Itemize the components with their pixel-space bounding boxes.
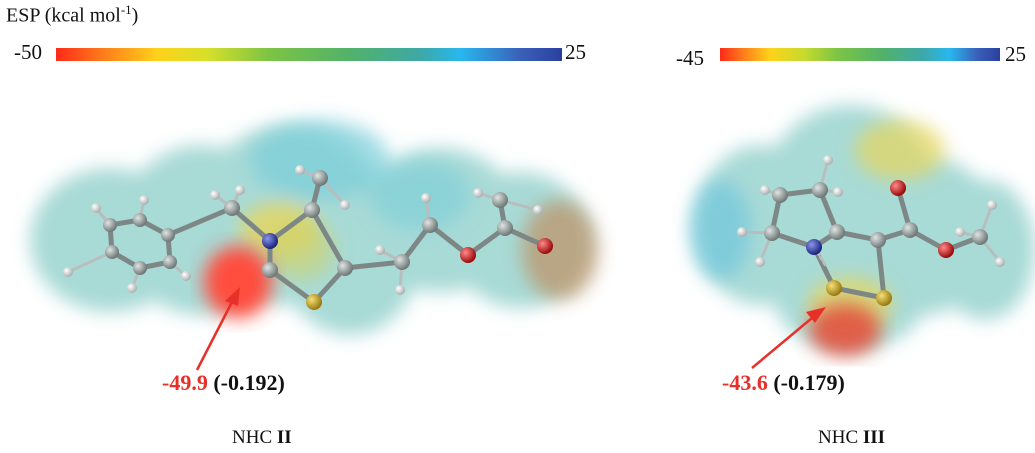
scale-left-max: 25: [565, 40, 586, 64]
molecule-name-right-prefix: NHC: [818, 427, 859, 448]
esp-min-value-right: -43.6: [722, 370, 768, 395]
colorbar-right: [720, 48, 1000, 61]
arrow-left: [195, 287, 240, 371]
molecule-left-atoms: [63, 165, 553, 310]
molecule-name-right: NHC III: [818, 427, 885, 449]
molecule-right-atoms: [737, 155, 1005, 306]
scale-right-max: 25: [1005, 42, 1026, 66]
esp-label-right: -43.6 (-0.179): [722, 370, 845, 396]
colorbar-left: [56, 48, 562, 61]
molecule-name-right-number: III: [862, 427, 886, 448]
colorbar-title-superscript: -1: [120, 2, 132, 17]
arrow-right: [751, 307, 826, 369]
molecule-name-left-prefix: NHC: [232, 427, 273, 448]
charge-value-left: (-0.192): [213, 370, 285, 395]
esp-label-left: -49.9 (-0.192): [162, 370, 285, 396]
esp-min-value-left: -49.9: [162, 370, 208, 395]
colorbar-title: ESP (kcal mol-1): [6, 2, 138, 28]
molecule-name-left: NHC II: [232, 427, 292, 449]
colorbar-title-close: ): [131, 4, 139, 27]
scale-left-min: -50: [14, 40, 42, 64]
charge-value-right: (-0.179): [773, 370, 845, 395]
colorbar-title-text: ESP (kcal mol: [6, 4, 121, 27]
scale-right-min: -45: [676, 46, 704, 70]
esp-surface-right: [690, 105, 1035, 356]
molecule-name-left-number: II: [276, 427, 292, 448]
